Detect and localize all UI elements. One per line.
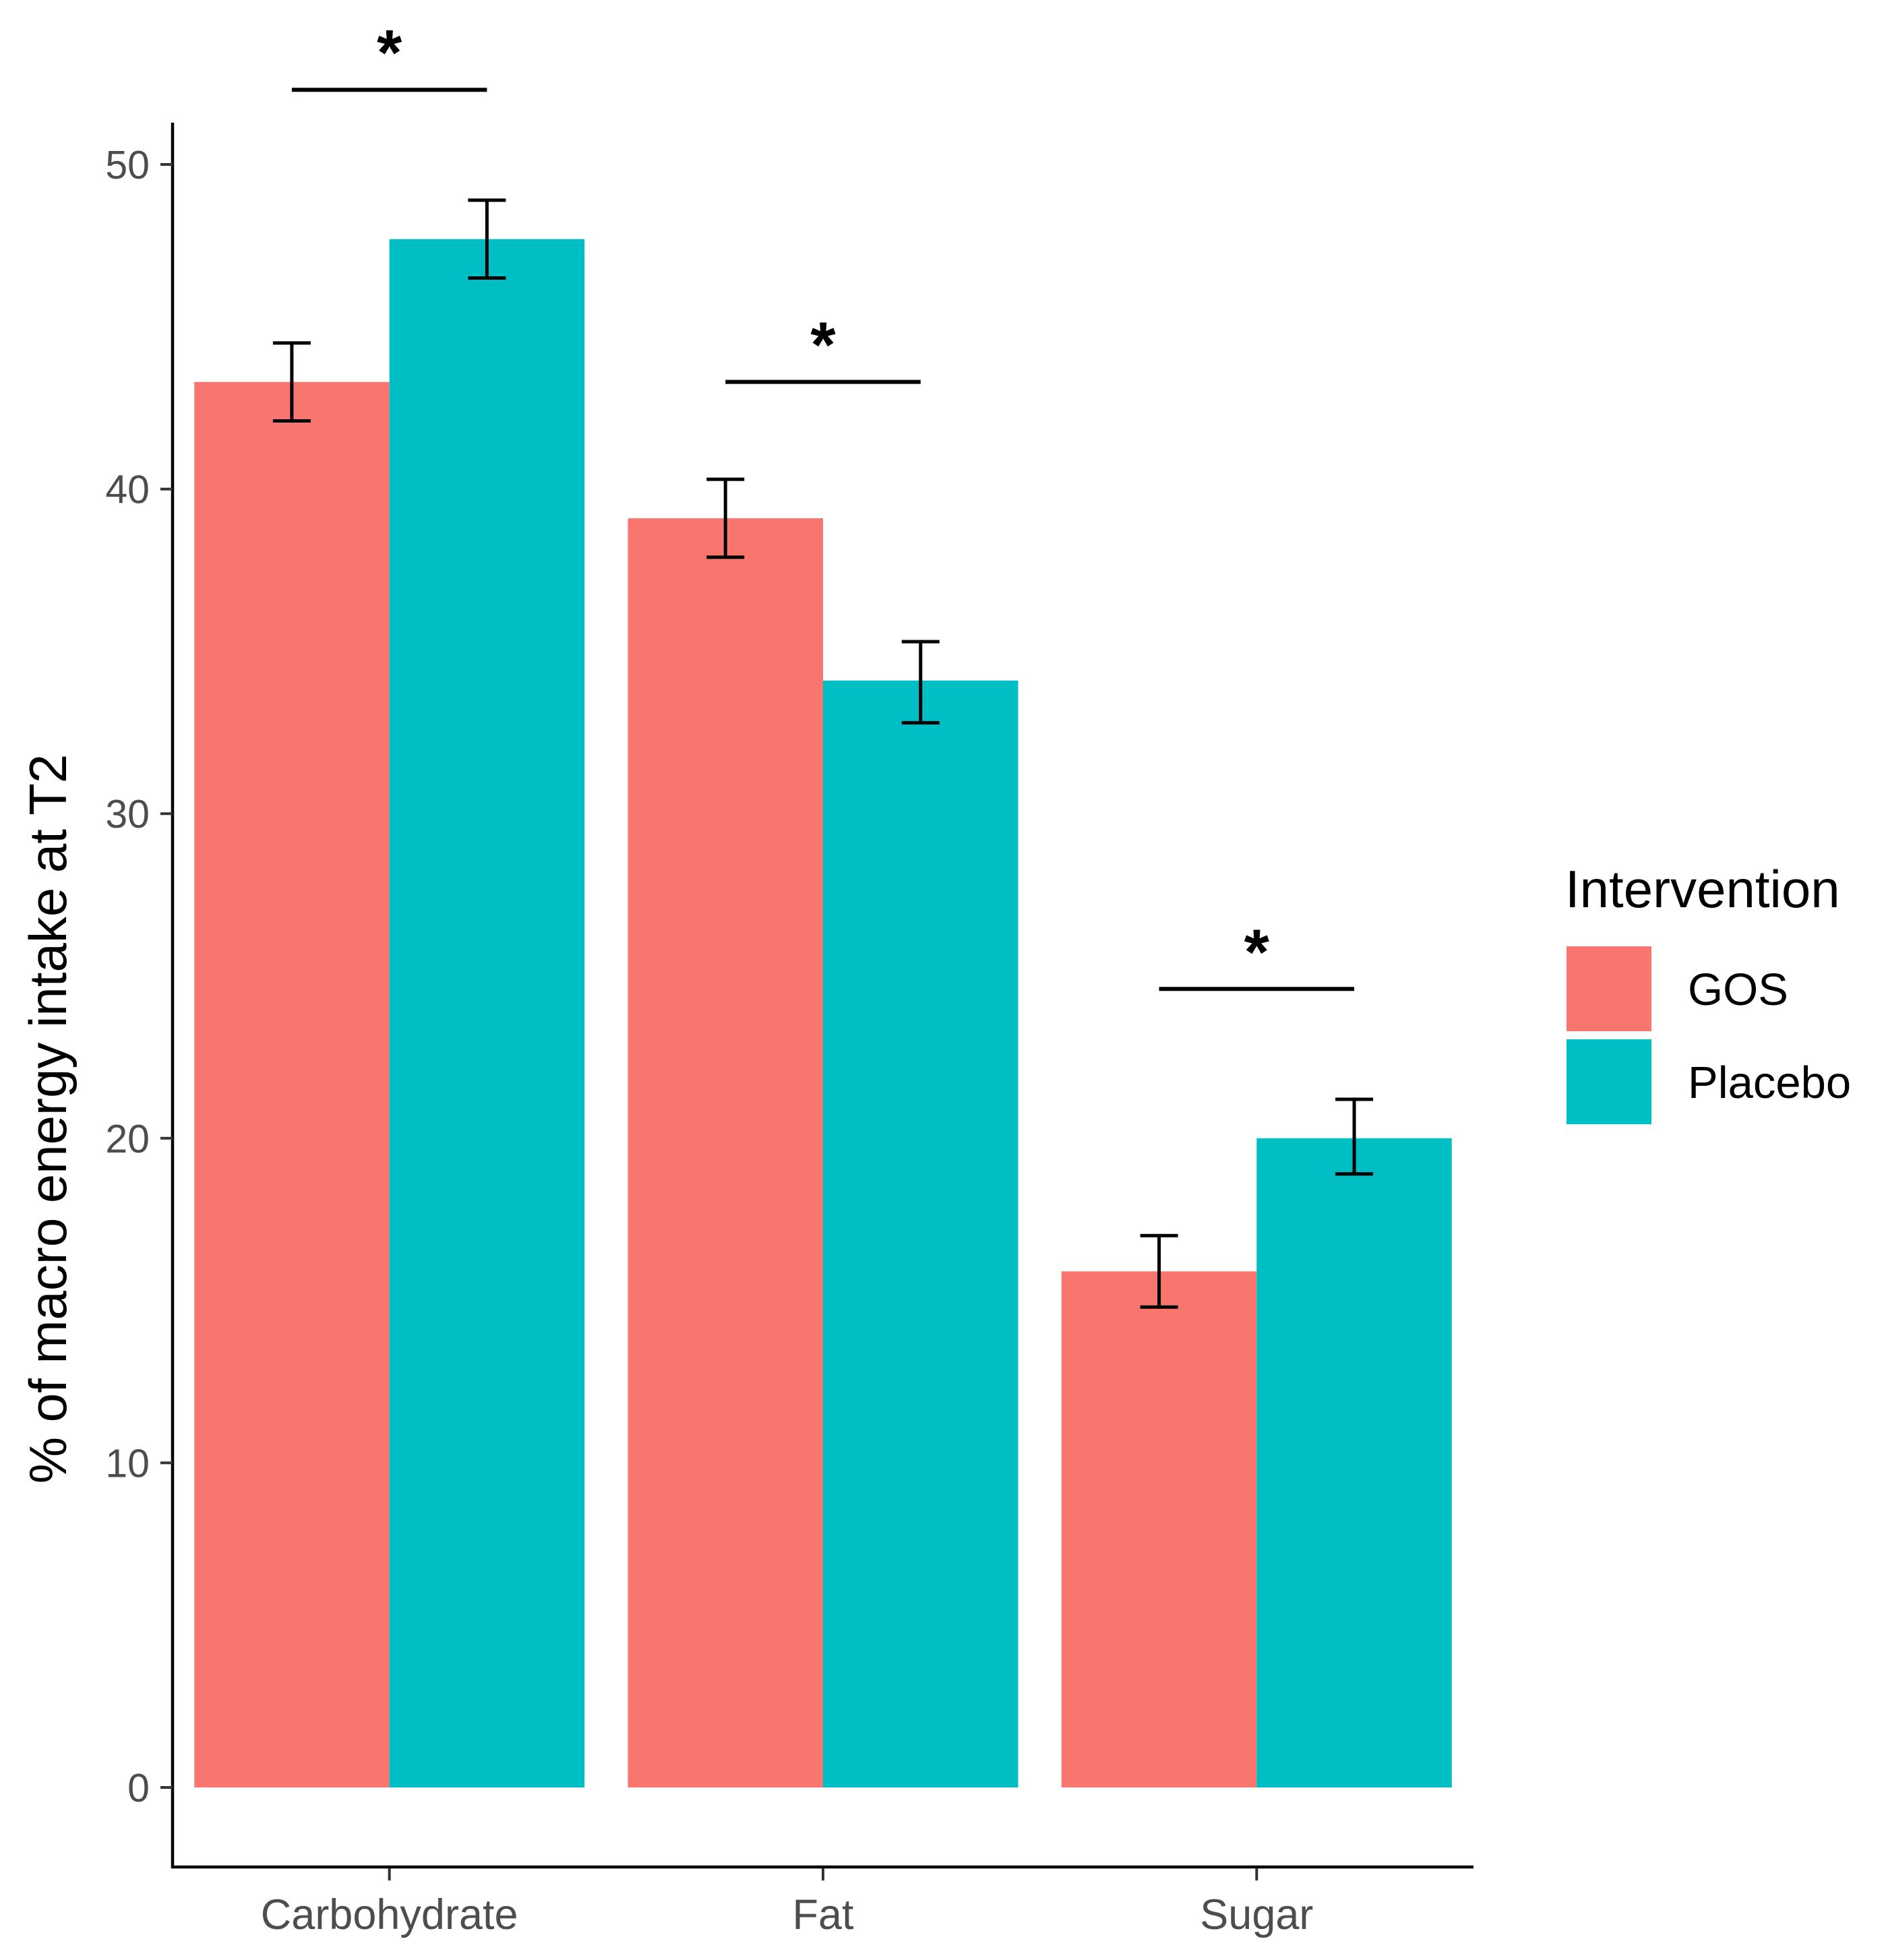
y-tick-label-50: 50 (105, 143, 150, 187)
legend: Intervention GOS Placebo (1565, 859, 1851, 1124)
legend-label-gos: GOS (1688, 964, 1788, 1015)
legend-label-placebo: Placebo (1688, 1058, 1851, 1108)
error-bar-fat-gos (706, 477, 745, 559)
y-tick-label-40: 40 (105, 468, 150, 512)
error-bar-carbohydrate-gos (272, 341, 311, 423)
error-bar-fat-placebo (901, 640, 940, 725)
bar-sugar-placebo (1256, 1138, 1452, 1787)
legend-key-gos (1566, 946, 1651, 1031)
error-bar-sugar-placebo (1335, 1097, 1374, 1176)
significance-star-fat: * (810, 309, 836, 381)
bar-fat-placebo (823, 680, 1018, 1788)
error-bar-sugar-gos (1140, 1233, 1178, 1309)
significance-star-sugar: * (1244, 916, 1270, 988)
bar-fat-gos (628, 518, 823, 1787)
y-axis-title: % of macro energy intake at T2 (18, 754, 78, 1483)
y-tick-label-20: 20 (105, 1117, 150, 1161)
y-tick-label-30: 30 (105, 792, 150, 836)
bar-carbohydrate-gos (194, 381, 390, 1788)
legend-title: Intervention (1565, 859, 1840, 919)
bar-carbohydrate-placebo (389, 239, 585, 1787)
legend-key-placebo (1566, 1039, 1651, 1124)
x-tick-label-sugar: Sugar (1200, 1891, 1313, 1938)
y-tick-label-10: 10 (105, 1441, 150, 1486)
significance-star-carbohydrate: * (377, 17, 402, 89)
error-bar-carbohydrate-placebo (468, 198, 506, 280)
y-tick-label-0: 0 (127, 1766, 150, 1810)
bar-sugar-gos (1061, 1271, 1257, 1787)
x-tick-label-carbohydrate: Carbohydrate (261, 1891, 518, 1938)
x-tick-label-fat: Fat (792, 1891, 854, 1938)
